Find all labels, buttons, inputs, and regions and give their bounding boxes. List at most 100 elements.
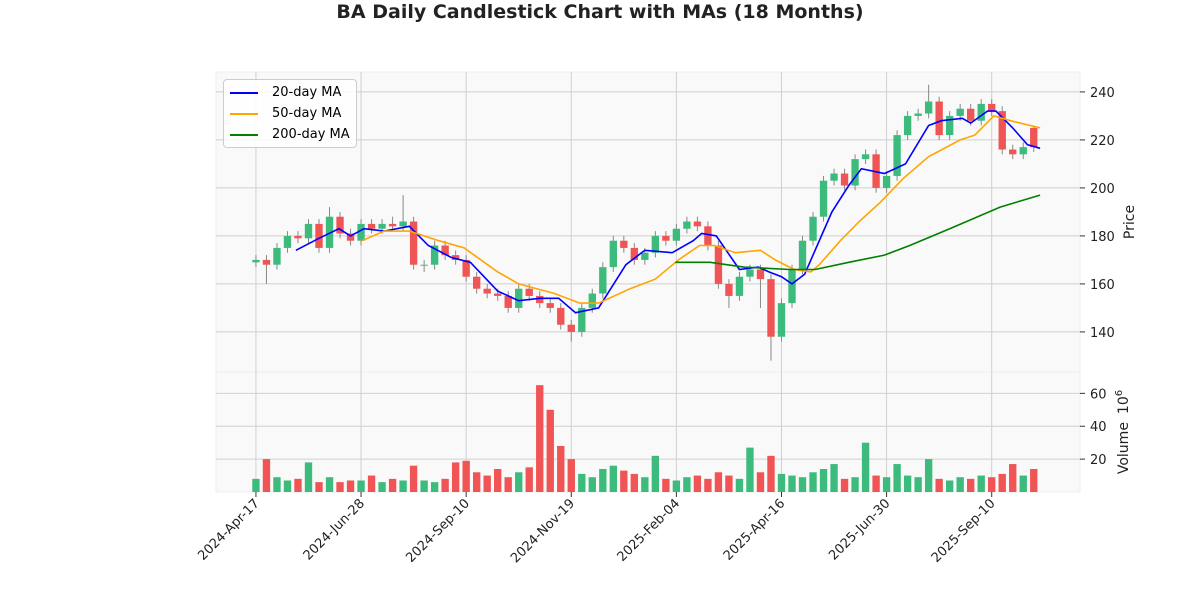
ma50-line xyxy=(361,115,1041,304)
candle-body xyxy=(304,223,313,239)
volume-bar xyxy=(903,475,912,492)
legend-item-ma200: 200-day MA xyxy=(230,124,350,145)
candle-body xyxy=(977,103,985,121)
candle-body xyxy=(262,259,271,265)
candle-body xyxy=(388,223,397,227)
candle-body xyxy=(956,108,964,116)
candle-body xyxy=(641,252,649,260)
volume-bar xyxy=(294,478,302,492)
volume-bar xyxy=(1019,475,1027,492)
candle-body xyxy=(851,159,859,186)
volume-bar xyxy=(567,459,575,492)
volume-bar xyxy=(420,480,428,492)
volume-bar xyxy=(462,460,470,492)
x-tick-label: 2025-Apr-16 xyxy=(721,496,788,563)
volume-tick-label: 60 xyxy=(1090,387,1107,402)
candle-body xyxy=(662,235,670,241)
volume-bar xyxy=(1009,464,1017,492)
candle-body xyxy=(809,216,817,241)
volume-bar xyxy=(315,482,323,492)
price-tick-label: 240 xyxy=(1090,86,1115,101)
legend-label: 200-day MA xyxy=(272,127,350,142)
candle-body xyxy=(1019,147,1027,155)
volume-bar xyxy=(515,472,523,492)
volume-bar xyxy=(967,478,975,492)
volume-bar xyxy=(325,477,334,492)
volume-bar xyxy=(651,455,660,492)
candle-body xyxy=(798,240,807,270)
candle-body xyxy=(882,175,891,188)
volume-bar xyxy=(304,462,313,492)
candle-body xyxy=(483,288,491,294)
candle-body xyxy=(378,223,386,229)
candle-body xyxy=(861,154,870,160)
candle-body xyxy=(840,173,849,186)
volume-bar xyxy=(483,475,491,492)
x-tick-label: 2024-Sep-10 xyxy=(403,496,473,566)
candle-body xyxy=(620,240,628,248)
volume-bar xyxy=(777,473,786,492)
candle-body xyxy=(283,235,292,248)
volume-bar xyxy=(536,385,544,492)
volume-bar xyxy=(525,467,533,492)
candle-body xyxy=(472,276,481,289)
volume-bar xyxy=(399,480,407,492)
volume-bar xyxy=(714,472,723,492)
candle-body xyxy=(683,221,691,229)
volume-bar xyxy=(641,477,649,492)
volume-bar xyxy=(451,462,460,492)
volume-bar xyxy=(704,478,712,492)
volume-bar xyxy=(988,477,996,492)
candle-body xyxy=(746,269,754,277)
volume-bar xyxy=(578,473,586,492)
volume-bar xyxy=(262,459,271,492)
volume-bar xyxy=(609,465,617,492)
candle-body xyxy=(819,180,828,217)
volume-bar xyxy=(746,447,754,492)
candle-body xyxy=(967,108,975,121)
candle-body xyxy=(325,216,334,248)
candle-body xyxy=(462,259,470,277)
volume-bar xyxy=(956,477,964,492)
ma200-line xyxy=(675,194,1041,271)
price-tick-label: 200 xyxy=(1090,182,1115,197)
candle-body xyxy=(409,221,418,265)
candle-body xyxy=(609,240,617,268)
price-tick-label: 180 xyxy=(1090,230,1115,245)
volume-bar xyxy=(430,482,439,492)
candle-body xyxy=(651,235,660,253)
volume-bar xyxy=(273,477,281,492)
candle-body xyxy=(830,173,838,181)
x-tick-label: 2024-Apr-17 xyxy=(195,496,262,563)
chart-title: BA Daily Candlestick Chart with MAs (18 … xyxy=(336,1,863,23)
volume-bar xyxy=(756,472,765,492)
x-tick-label: 2025-Feb-04 xyxy=(615,496,684,565)
volume-bar xyxy=(367,475,376,492)
candle-body xyxy=(336,216,344,234)
volume-bar xyxy=(672,480,681,492)
price-tick-label: 160 xyxy=(1090,278,1115,293)
volume-bar xyxy=(357,480,365,492)
volume-bar xyxy=(882,477,891,492)
candle-body xyxy=(704,226,712,246)
candle-body xyxy=(1009,149,1017,155)
volume-bar xyxy=(693,475,702,492)
candle-body xyxy=(945,115,954,136)
volume-bar xyxy=(924,459,933,492)
volume-bar xyxy=(557,445,565,492)
candle-body xyxy=(357,223,365,241)
volume-bar xyxy=(735,478,744,492)
candle-body xyxy=(525,288,533,296)
candle-body xyxy=(273,247,281,265)
volume-bar xyxy=(725,475,733,492)
volume-bar xyxy=(893,464,901,492)
candle-body xyxy=(630,247,639,260)
candle-body xyxy=(494,293,502,296)
candle-body xyxy=(672,228,681,241)
volume-bar xyxy=(945,480,954,492)
volume-bar xyxy=(851,477,859,492)
candle-body xyxy=(725,283,733,296)
candle-body xyxy=(893,135,901,176)
candle-body xyxy=(346,233,355,241)
